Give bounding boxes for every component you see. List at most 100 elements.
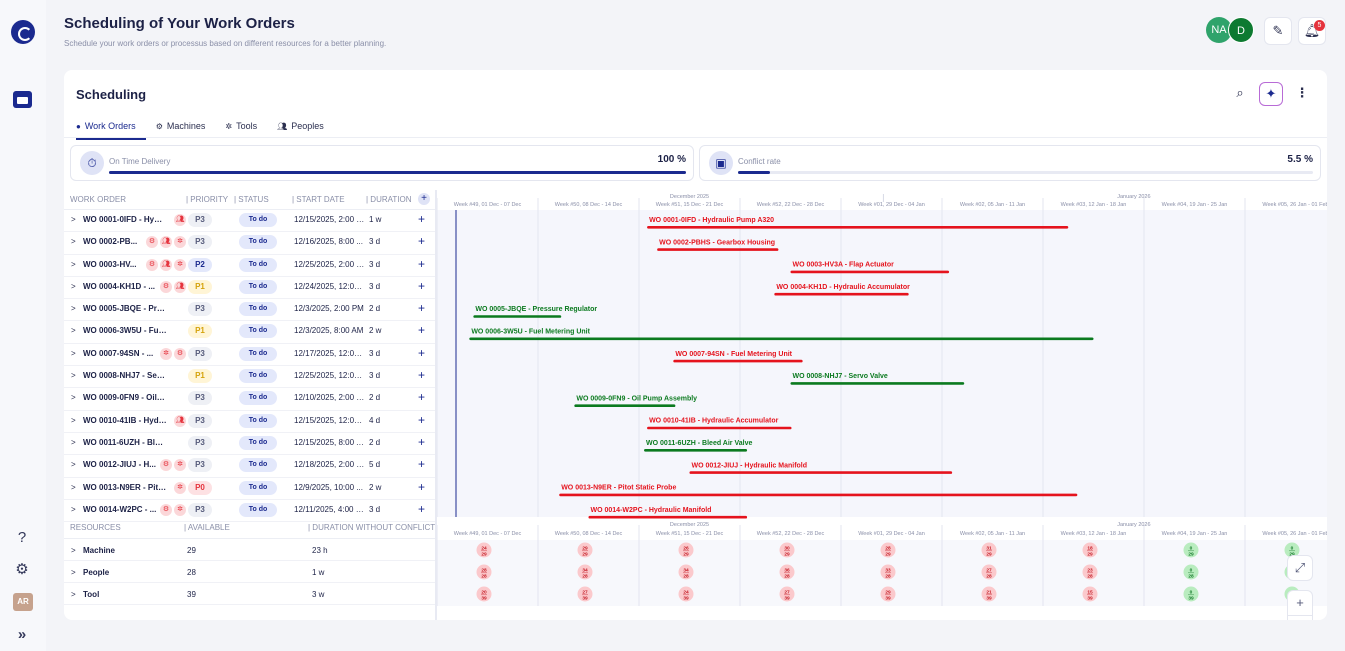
tab-machines[interactable]: ⚙ Machines <box>155 121 206 131</box>
chevron-right-icon[interactable]: > <box>71 568 76 577</box>
add-row-button[interactable]: + <box>418 457 426 472</box>
chevron-right-icon[interactable]: > <box>71 415 76 425</box>
chevron-right-icon[interactable]: > <box>71 393 76 403</box>
table-row[interactable]: > WO 0009-0FN9 - Oil Pump ... P3 To do 12/10… <box>64 388 435 411</box>
table-row[interactable]: > WO 0005-JBQE - Pressure ... P3 To do 12/3/… <box>64 299 435 322</box>
panel-splitter[interactable] <box>435 190 437 620</box>
col-start-date[interactable]: | START DATE <box>292 195 345 204</box>
table-row[interactable]: > WO 0001-0IFD - Hydr... 👥︎ P3 To do 12/15/20… <box>64 210 435 233</box>
tab-work-orders[interactable]: ● Work Orders <box>76 118 146 140</box>
status-badge[interactable]: To do <box>239 413 277 428</box>
table-row[interactable]: > WO 0012-JIUJ - H... ⚙ ✲ P3 To do 12/18/2025,… <box>64 455 435 478</box>
tab-peoples[interactable]: 👥︎ Peoples <box>277 121 324 131</box>
work-order-name[interactable]: WO 0009-0FN9 - Oil Pump ... <box>83 393 167 403</box>
add-row-button[interactable]: + <box>418 234 426 249</box>
table-row[interactable]: > WO 0008-NHJ7 - Servo Valve P1 To do 12/25/… <box>64 366 435 389</box>
kpi-value: 100 % <box>657 154 686 165</box>
work-order-name[interactable]: WO 0011-6UZH - Bleed Air ... <box>83 437 167 447</box>
status-badge[interactable]: To do <box>239 435 277 450</box>
help-icon[interactable]: ? <box>17 529 27 546</box>
status-badge[interactable]: To do <box>239 213 277 227</box>
chevron-right-icon[interactable]: > <box>71 460 76 470</box>
col-duration[interactable]: | DURATION ( <box>366 195 414 204</box>
chevron-right-icon[interactable]: > <box>71 259 76 269</box>
status-badge[interactable]: To do <box>239 480 277 495</box>
avatar-na[interactable]: NA <box>1206 17 1232 43</box>
chevron-right-icon[interactable]: > <box>71 215 76 224</box>
status-badge[interactable]: To do <box>239 302 277 317</box>
avatar-d[interactable]: D <box>1228 17 1254 43</box>
week-label: Week #05, 26 Jan - 01 Feb <box>1262 531 1327 537</box>
chevron-right-icon[interactable]: > <box>71 482 76 492</box>
gantt-bar <box>774 292 909 296</box>
resource-available: 39 <box>187 590 196 599</box>
ai-assist-button[interactable]: ✦ <box>1259 82 1283 106</box>
add-row-button[interactable]: + <box>418 345 426 360</box>
status-badge[interactable]: To do <box>239 257 277 272</box>
status-badge[interactable]: To do <box>239 369 277 384</box>
table-row[interactable]: > WO 0002-PB... ⚙ 👥︎ ✲ P3 To do 12/16/2025, 8:0… <box>64 232 435 255</box>
resource-row-machine[interactable]: > Machine 29 23 h <box>64 539 435 561</box>
status-badge[interactable]: To do <box>239 235 277 250</box>
col-priority[interactable]: | PRIORITY <box>186 195 229 204</box>
resource-load-capacity: 28 <box>582 574 588 580</box>
chevron-right-icon[interactable]: > <box>71 326 76 336</box>
expand-rail-icon[interactable]: » <box>17 626 27 643</box>
add-row-button[interactable]: + <box>418 301 426 316</box>
app-logo-icon[interactable] <box>11 20 35 44</box>
chevron-right-icon[interactable]: > <box>71 281 76 291</box>
resource-row-people[interactable]: > People 28 1 w <box>64 561 435 583</box>
table-row[interactable]: > WO 0006-3W5U - Fuel Met... P1 To do 12/3/2… <box>64 321 435 344</box>
user-avatar[interactable]: AR <box>13 593 33 611</box>
status-badge[interactable]: To do <box>239 391 277 406</box>
chevron-right-icon[interactable]: > <box>71 304 76 314</box>
add-row-button[interactable]: + <box>418 412 426 427</box>
add-row-button[interactable]: + <box>418 501 426 516</box>
table-row[interactable]: > WO 0014-W2PC - ... ⚙ ✲ P3 To do 12/11/2025, … <box>64 500 435 523</box>
chevron-right-icon[interactable]: > <box>71 590 76 599</box>
add-row-button[interactable]: + <box>418 368 426 383</box>
chevron-right-icon[interactable]: > <box>71 348 76 358</box>
add-row-button[interactable]: + <box>418 434 426 449</box>
fullscreen-button[interactable]: ⤢ <box>1287 555 1313 581</box>
add-row-button[interactable]: + <box>418 390 426 405</box>
settings-icon[interactable]: ⚙ <box>15 561 29 578</box>
chevron-right-icon[interactable]: > <box>71 504 76 514</box>
add-row-button[interactable]: + <box>418 278 426 293</box>
work-order-name[interactable]: WO 0006-3W5U - Fuel Met... <box>83 326 167 336</box>
chevron-right-icon[interactable]: > <box>71 237 76 247</box>
add-row-button[interactable]: + <box>418 323 426 338</box>
status-badge[interactable]: To do <box>239 324 277 339</box>
work-order-name[interactable]: WO 0008-NHJ7 - Servo Valve <box>83 371 167 381</box>
table-row[interactable]: > WO 0013-N9ER - Pitot... ✲ P0 To do 12/9/202… <box>64 478 435 500</box>
edit-button[interactable]: ✎ <box>1264 17 1292 45</box>
status-badge[interactable]: To do <box>239 279 277 294</box>
add-column-button[interactable]: + <box>418 193 430 205</box>
work-order-name[interactable]: WO 0005-JBQE - Pressure ... <box>83 304 167 314</box>
table-row[interactable]: > WO 0010-41IB - Hydra... 👥︎ P3 To do 12/15/2… <box>64 411 435 433</box>
table-row[interactable]: > WO 0011-6UZH - Bleed Air ... P3 To do 12/1… <box>64 433 435 456</box>
col-status[interactable]: | STATUS <box>234 195 269 204</box>
zoom-out-button[interactable]: − <box>1287 615 1313 620</box>
resource-available: 28 <box>187 568 196 577</box>
status-badge[interactable]: To do <box>239 502 277 517</box>
add-row-button[interactable]: + <box>418 256 426 271</box>
resource-row-tool[interactable]: > Tool 39 3 w <box>64 583 435 605</box>
col-work-order[interactable]: WORK ORDER <box>70 195 126 204</box>
chevron-right-icon[interactable]: > <box>71 546 76 555</box>
tab-tools[interactable]: ✲ Tools <box>225 121 258 131</box>
status-badge[interactable]: To do <box>239 458 277 473</box>
table-row[interactable]: > WO 0003-HV... ⚙ 👥︎ ✲ P2 To do 12/25/2025, 2:0… <box>64 255 435 277</box>
add-row-button[interactable]: + <box>418 212 426 226</box>
more-options-button[interactable]: ⋮ <box>1290 82 1314 106</box>
zoom-in-button[interactable]: + <box>1287 590 1313 616</box>
gantt-bar <box>473 315 562 318</box>
chevron-right-icon[interactable]: > <box>71 371 76 381</box>
folder-icon[interactable] <box>13 91 32 108</box>
table-row[interactable]: > WO 0004-KH1D - ... ⚙ 👥︎ P1 To do 12/24/2025,… <box>64 277 435 300</box>
status-badge[interactable]: To do <box>239 346 277 361</box>
chevron-right-icon[interactable]: > <box>71 437 76 447</box>
search-button[interactable]: ⌕ <box>1228 82 1252 106</box>
table-row[interactable]: > WO 0007-94SN - ... ✲ ⚙ P3 To do 12/17/2025, … <box>64 344 435 367</box>
add-row-button[interactable]: + <box>418 479 426 494</box>
